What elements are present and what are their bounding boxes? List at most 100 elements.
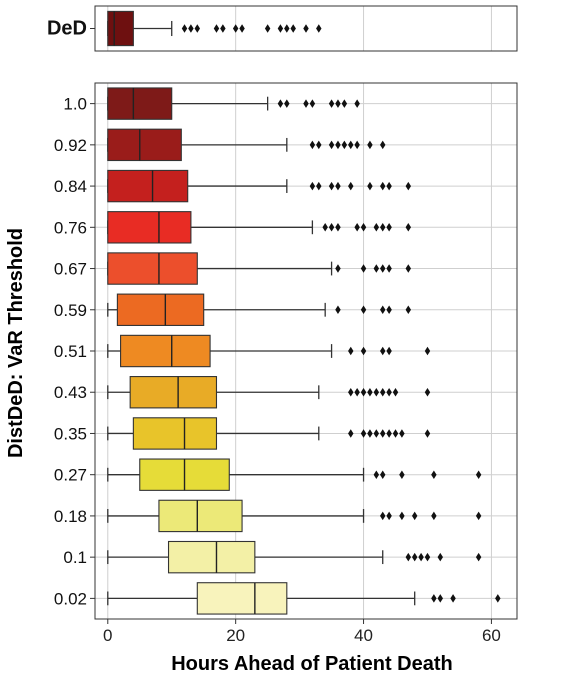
main-box-group-0.92 — [107, 128, 386, 162]
x-axis-ticks: 0 20 40 60 — [103, 619, 501, 645]
outlier-point — [239, 24, 245, 33]
top-y-tick-label: DeD — [47, 18, 87, 40]
main-y-tick-label: 0.51 — [54, 342, 87, 361]
main-box-group-0.43 — [107, 376, 431, 409]
outlier-point — [348, 387, 354, 397]
x-tick-label: 20 — [226, 626, 245, 645]
outlier-point — [380, 387, 386, 397]
x-tick-label: 40 — [354, 626, 373, 645]
main-box-group-0.35 — [107, 417, 431, 450]
outlier-point — [303, 24, 309, 33]
outlier-point — [386, 305, 392, 315]
outlier-point — [341, 140, 348, 150]
outlier-point — [277, 24, 284, 33]
outlier-point — [373, 429, 380, 438]
outlier-point — [354, 140, 360, 150]
outlier-point — [360, 429, 367, 438]
top-panel-boxes — [107, 10, 322, 47]
outlier-point — [335, 305, 341, 315]
outlier-point — [380, 305, 386, 315]
outlier-point — [437, 552, 443, 562]
outlier-point — [386, 346, 392, 356]
outlier-point — [290, 24, 296, 33]
outlier-point — [424, 429, 431, 438]
outlier-point — [392, 429, 399, 438]
outlier-point — [181, 24, 188, 33]
outlier-point — [392, 387, 399, 397]
outlier-point — [348, 429, 354, 438]
iqr-box — [158, 499, 243, 533]
outlier-point — [431, 594, 437, 603]
main-panel-y-tick-labels: 1.0 0.92 0.84 0.76 0.67 0.59 0.51 0.43 0.35 0.27 0… — [54, 95, 95, 608]
outlier-point — [328, 99, 335, 108]
iqr-box — [107, 87, 173, 120]
outlier-point — [220, 24, 226, 33]
outlier-point — [405, 264, 412, 273]
outlier-point — [373, 387, 380, 397]
outlier-point — [380, 223, 386, 232]
outlier-point — [264, 24, 271, 33]
outlier-point — [232, 24, 239, 33]
main-y-tick-label: 0.1 — [63, 548, 87, 567]
outlier-point — [360, 346, 367, 356]
outlier-point — [284, 99, 290, 108]
outlier-point — [386, 429, 392, 438]
main-box-group-0.02 — [107, 582, 501, 615]
outlier-point — [335, 140, 341, 150]
outlier-point — [405, 552, 412, 562]
main-box-group-0.51 — [107, 334, 431, 368]
outlier-point — [354, 387, 360, 397]
main-box-group-0.27 — [107, 458, 482, 491]
main-box-group-1.0 — [107, 87, 360, 120]
main-y-tick-label: 0.35 — [54, 424, 87, 443]
outlier-point — [316, 24, 322, 33]
outlier-point — [348, 181, 354, 191]
outlier-point — [437, 594, 443, 603]
outlier-point — [411, 511, 418, 521]
outlier-point — [360, 387, 367, 397]
outlier-point — [335, 264, 341, 273]
outlier-point — [348, 346, 354, 356]
y-axis-title: DistDeD: VaR Threshold — [5, 228, 27, 458]
outlier-point — [328, 140, 335, 150]
outlier-point — [380, 140, 386, 150]
outlier-point — [316, 140, 322, 150]
outlier-point — [431, 470, 437, 479]
outlier-point — [475, 511, 482, 521]
outlier-point — [335, 223, 341, 232]
main-box-group-0.59 — [107, 293, 412, 326]
iqr-box — [107, 128, 182, 162]
outlier-point — [373, 470, 380, 479]
outlier-point — [367, 140, 373, 150]
main-y-tick-label: 0.92 — [54, 136, 87, 155]
outlier-point — [367, 429, 373, 438]
outlier-point — [354, 99, 360, 108]
iqr-box — [107, 10, 134, 47]
main-box-group-0.76 — [107, 211, 412, 244]
iqr-box — [132, 417, 218, 450]
outlier-point — [367, 387, 373, 397]
outlier-point — [316, 181, 322, 191]
outlier-point — [328, 181, 335, 191]
outlier-point — [431, 511, 437, 521]
outlier-point — [386, 387, 392, 397]
top-panel-y-tick-labels: DeD — [47, 18, 95, 40]
outlier-point — [284, 24, 290, 33]
main-y-tick-label: 0.59 — [54, 301, 87, 320]
outlier-point — [360, 223, 367, 232]
outlier-point — [475, 552, 482, 562]
outlier-point — [380, 346, 386, 356]
outlier-point — [194, 24, 201, 33]
main-y-tick-label: 0.67 — [54, 260, 87, 279]
main-box-group-0.18 — [107, 499, 482, 533]
outlier-point — [386, 181, 392, 191]
outlier-point — [424, 387, 431, 397]
outlier-point — [367, 181, 373, 191]
iqr-box — [120, 334, 211, 368]
outlier-point — [380, 470, 386, 479]
outlier-point — [373, 264, 380, 273]
outlier-point — [450, 594, 456, 603]
outlier-point — [309, 181, 316, 191]
x-tick-label: 0 — [103, 626, 112, 645]
